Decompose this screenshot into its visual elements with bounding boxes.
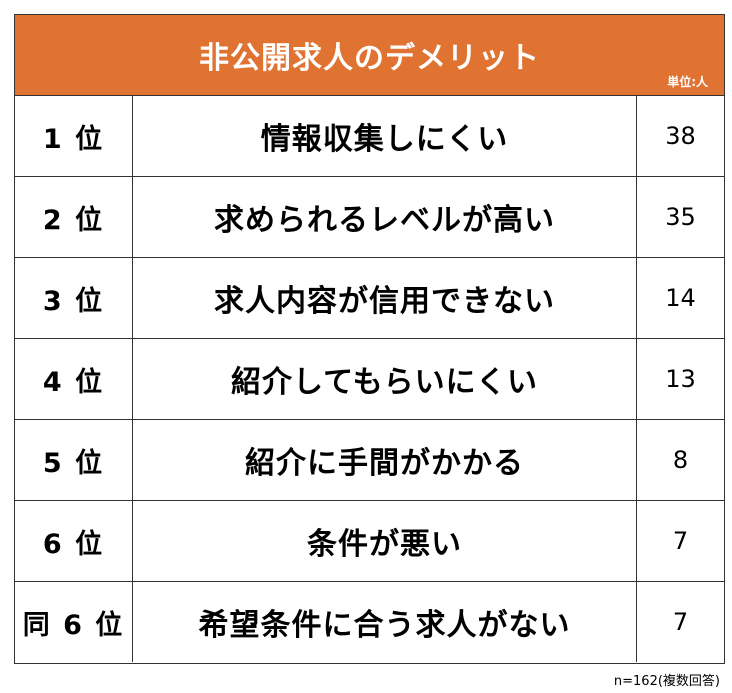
- ranking-table: 非公開求人のデメリット 単位:人 1 位情報収集しにくい 38 2 位求められるレベ…: [14, 14, 725, 664]
- rank-cell: 5 位: [15, 420, 133, 500]
- rank-cell: 同 6 位: [15, 582, 133, 662]
- item-cell: 希望条件に合う求人がない: [133, 582, 637, 662]
- table-row: 5 位紹介に手間がかかる 8: [15, 420, 724, 501]
- rank-cell: 6 位: [15, 501, 133, 581]
- table-row: 2 位求められるレベルが高い 35: [15, 177, 724, 258]
- rank-cell: 1 位: [15, 96, 133, 176]
- sample-size-note: n=162(複数回答): [613, 674, 720, 689]
- item-cell: 条件が悪い: [133, 501, 637, 581]
- table-row: 3 位求人内容が信用できない 14: [15, 258, 724, 339]
- value-cell: 14: [665, 284, 696, 312]
- table-row: 6 位条件が悪い 7: [15, 501, 724, 582]
- value-cell: 35: [665, 203, 696, 231]
- rank-cell: 3 位: [15, 258, 133, 338]
- value-cell: 7: [672, 527, 689, 555]
- table-row: 1 位情報収集しにくい 38: [15, 96, 724, 177]
- item-cell: 紹介してもらいにくい: [133, 339, 637, 419]
- table-row: 同 6 位希望条件に合う求人がない 7: [15, 582, 724, 662]
- item-cell: 情報収集しにくい: [133, 96, 637, 176]
- rank-cell: 2 位: [15, 177, 133, 257]
- unit-label: 単位:人: [667, 75, 708, 89]
- rank-cell: 4 位: [15, 339, 133, 419]
- table-row: 4 位紹介してもらいにくい 13: [15, 339, 724, 420]
- value-cell: 38: [665, 122, 696, 150]
- item-cell: 求められるレベルが高い: [133, 177, 637, 257]
- value-cell: 13: [665, 365, 696, 393]
- value-cell: 7: [672, 608, 689, 636]
- item-cell: 求人内容が信用できない: [133, 258, 637, 338]
- chart-title: 非公開求人のデメリット: [199, 41, 540, 76]
- table-header: 非公開求人のデメリット 単位:人: [15, 15, 724, 96]
- value-cell: 8: [672, 446, 689, 474]
- item-cell: 紹介に手間がかかる: [133, 420, 637, 500]
